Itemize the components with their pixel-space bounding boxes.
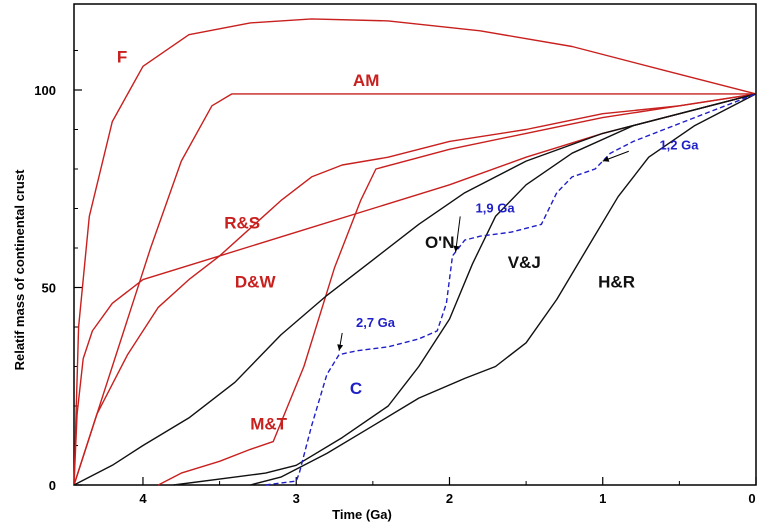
annotations: 1,9 Ga 2,7 Ga 1,2 Ga (337, 137, 699, 351)
series-d-w-label: D&W (235, 273, 277, 292)
annotation-arrowhead (337, 344, 344, 351)
series-am-label: AM (353, 71, 379, 90)
x-tick-label: 2 (446, 491, 453, 506)
y-tick-label: 100 (34, 83, 56, 98)
series-r-s-label: R&S (224, 213, 260, 232)
y-axis-title: Relatif mass of continental crust (12, 169, 27, 370)
annotation-label: 2,7 Ga (356, 315, 396, 330)
series-f-line (73, 18, 757, 486)
series-v-j-label: V&J (508, 253, 541, 272)
annotation-label: 1,2 Ga (659, 137, 699, 152)
series-v-j-line (173, 93, 757, 486)
series-c-line (265, 93, 757, 486)
series-h-r-label: H&R (598, 273, 635, 292)
x-tick-label: 0 (748, 491, 755, 506)
x-tick-label: 4 (139, 491, 147, 506)
x-tick-label: 3 (293, 491, 300, 506)
x-axis-title: Time (Ga) (332, 507, 392, 522)
x-axis: 4 3 2 1 0 (139, 477, 757, 506)
series-r-s-line (73, 93, 757, 486)
y-tick-label: 50 (42, 281, 56, 296)
curves: F AM R&S D&W M&T O'N V&J H&R C (73, 18, 757, 486)
series-m-t-line (157, 93, 757, 486)
annotation-arrowhead (453, 245, 460, 252)
series-h-r-line (250, 93, 757, 486)
series-m-t-label: M&T (250, 415, 287, 434)
annotation-arrowhead (602, 156, 610, 162)
series-o-n-line (73, 93, 757, 486)
series-c-label: C (350, 379, 362, 398)
annotation-label: 1,9 Ga (476, 200, 516, 215)
plot-frame (73, 3, 757, 486)
series-f-label: F (117, 47, 127, 66)
y-tick-label: 0 (49, 478, 56, 493)
y-axis: 0 50 100 (34, 50, 82, 493)
series-o-n-label: O'N (425, 233, 455, 252)
series-am-line (73, 93, 756, 486)
x-tick-label: 1 (599, 491, 606, 506)
series-d-w-line (73, 93, 757, 486)
